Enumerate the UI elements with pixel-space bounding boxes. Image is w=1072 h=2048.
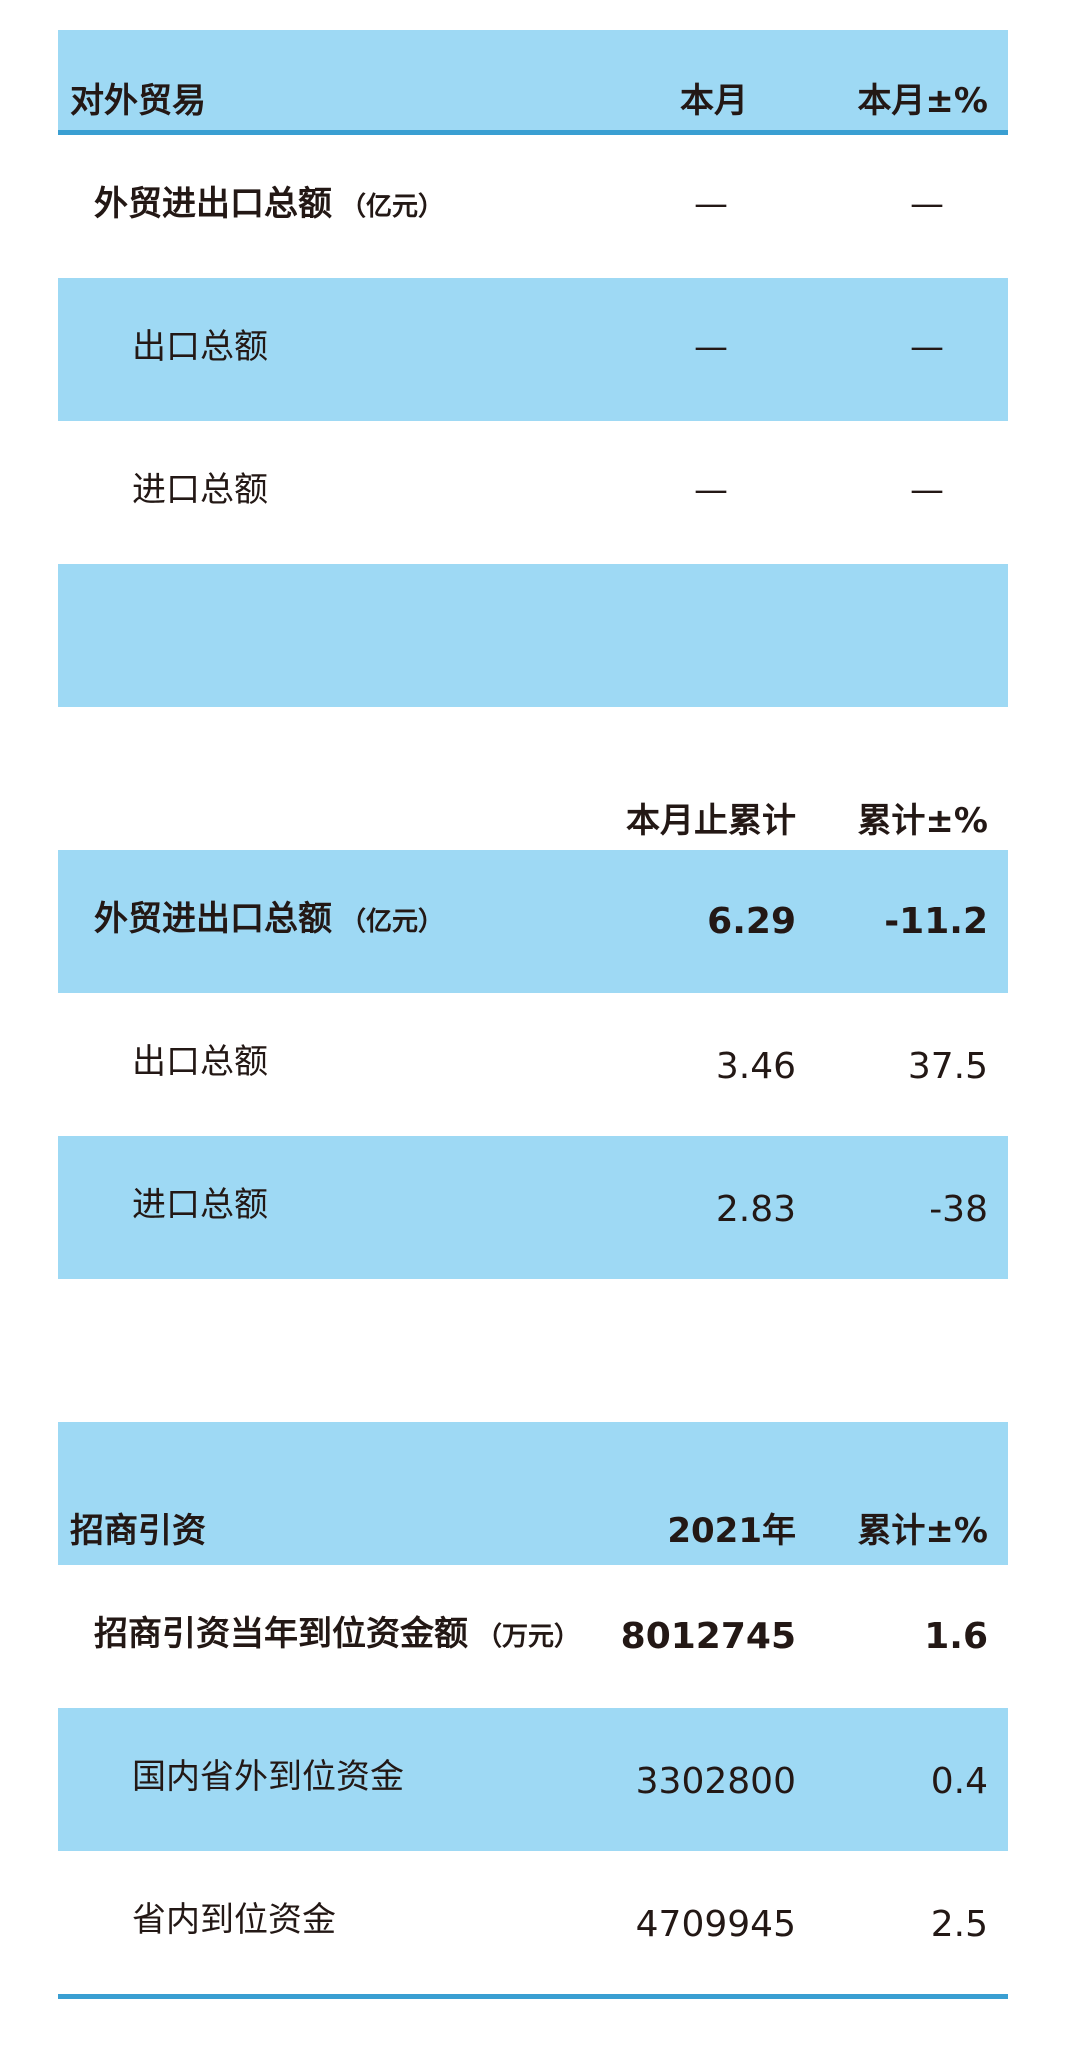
unit-label: （万元） (476, 1622, 581, 1652)
value-change: 37.5 (907, 1046, 988, 1087)
row-label: 出口总额 (132, 1042, 268, 1082)
row-label: 进口总额 (132, 470, 268, 510)
trade-monthly-header: 对外贸易 本月 本月±% (58, 30, 1008, 130)
value-change: — (910, 470, 944, 510)
value-year: 4709945 (635, 1904, 796, 1945)
value-cumulative: 6.29 (707, 901, 796, 942)
col-header-this-month-change: 本月±% (857, 81, 988, 121)
empty-band (58, 564, 1008, 707)
value-this-month: — (694, 184, 728, 224)
value-change: 1.6 (924, 1616, 988, 1657)
value-year: 3302800 (635, 1761, 796, 1802)
table-row: 进口总额 2.83 -38 (58, 1136, 1008, 1279)
row-label: 外贸进出口总额 (94, 184, 332, 224)
unit-label: （亿元） (340, 192, 445, 222)
table-row: 国内省外到位资金 3302800 0.4 (58, 1708, 1008, 1851)
row-label: 进口总额 (132, 1185, 268, 1225)
table-row: 外贸进出口总额 （亿元） 6.29 -11.2 (58, 850, 1008, 993)
col-header-year: 2021年 (667, 1511, 796, 1551)
header-rule (58, 130, 1008, 135)
value-change: — (910, 184, 944, 224)
value-this-month: — (694, 470, 728, 510)
row-label: 外贸进出口总额 (94, 899, 332, 939)
value-change: 2.5 (930, 1904, 988, 1945)
value-change: — (910, 327, 944, 367)
value-cumulative: 2.83 (715, 1189, 796, 1230)
unit-label: （亿元） (340, 907, 445, 937)
table-row: 省内到位资金 4709945 2.5 (58, 1851, 1008, 1994)
table-row: 外贸进出口总额 （亿元） — — (58, 135, 1008, 278)
investment-section-title: 招商引资 (70, 1511, 206, 1551)
value-change: -11.2 (884, 901, 988, 942)
footer-rule (58, 1994, 1008, 1999)
col-header-cumulative: 本月止累计 (626, 801, 796, 841)
table-row: 出口总额 3.46 37.5 (58, 993, 1008, 1136)
col-header-cumulative-change: 累计±% (857, 1511, 988, 1551)
value-cumulative: 3.46 (715, 1046, 796, 1087)
value-change: 0.4 (930, 1761, 988, 1802)
col-header-this-month: 本月 (680, 81, 748, 121)
trade-section-title: 对外贸易 (70, 81, 206, 121)
table-row: 进口总额 — — (58, 421, 1008, 564)
value-year: 8012745 (620, 1616, 796, 1657)
row-label: 省内到位资金 (132, 1900, 336, 1940)
value-change: -38 (929, 1189, 988, 1230)
row-label: 国内省外到位资金 (132, 1757, 404, 1797)
value-this-month: — (694, 327, 728, 367)
col-header-cumulative-change: 累计±% (857, 801, 988, 841)
investment-header: 招商引资 2021年 累计±% (58, 1422, 1008, 1565)
table-row: 出口总额 — — (58, 278, 1008, 421)
trade-cumulative-header: 本月止累计 累计±% (58, 790, 1008, 850)
table-row: 招商引资当年到位资金额 （万元） 8012745 1.6 (58, 1565, 1008, 1708)
row-label: 出口总额 (132, 327, 268, 367)
row-label: 招商引资当年到位资金额 (94, 1614, 468, 1654)
